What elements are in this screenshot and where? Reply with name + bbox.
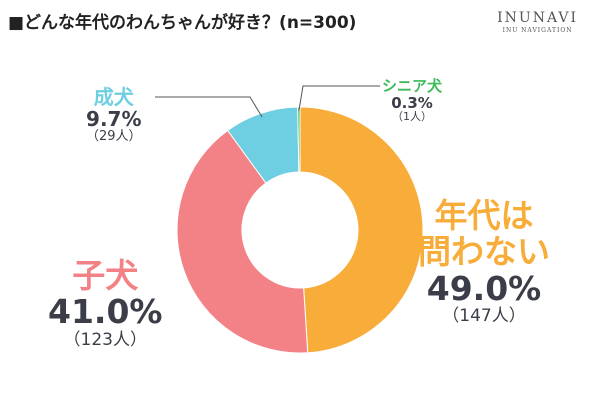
label-any-age-count: （147人） — [442, 305, 526, 326]
leader-line-senior — [298, 85, 380, 112]
label-any-age-line-2: 問わない — [418, 232, 550, 272]
label-senior-percent: 0.3% — [391, 93, 433, 112]
label-any-age: 年代は 問わない 49.0% （147人） — [418, 196, 550, 326]
label-puppy-category: 子犬 — [72, 256, 139, 295]
logo-sub-text: INU NAVIGATION — [502, 27, 573, 34]
logo-main-text: INUNAVI — [497, 10, 578, 26]
brand-logo: INUNAVI INU NAVIGATION — [497, 10, 578, 34]
label-any-age-category: 年代は 問わない — [418, 196, 550, 272]
label-any-age-line-1: 年代は — [434, 196, 534, 235]
label-puppy-percent: 41.0% — [48, 292, 163, 332]
chart-title: ■どんな年代のわんちゃんが好き？(n=300) — [8, 13, 357, 33]
leader-line-adult — [155, 96, 263, 118]
slice-puppy — [176, 129, 309, 354]
label-senior-category: シニア犬 — [382, 77, 443, 95]
slice-senior — [297, 106, 301, 173]
label-adult-percent: 9.7% — [86, 107, 142, 131]
label-puppy-count: （123人） — [63, 329, 147, 350]
label-senior: シニア犬 0.3% （1人） — [382, 78, 442, 123]
label-adult-category: 成犬 — [93, 85, 134, 109]
label-adult: 成犬 9.7% （29人） — [86, 86, 142, 144]
label-adult-count: （29人） — [86, 129, 142, 144]
slice-any-age — [299, 106, 424, 354]
label-puppy: 子犬 41.0% （123人） — [48, 256, 163, 350]
label-senior-count: （1人） — [392, 110, 432, 123]
label-any-age-percent: 49.0% — [426, 268, 542, 308]
